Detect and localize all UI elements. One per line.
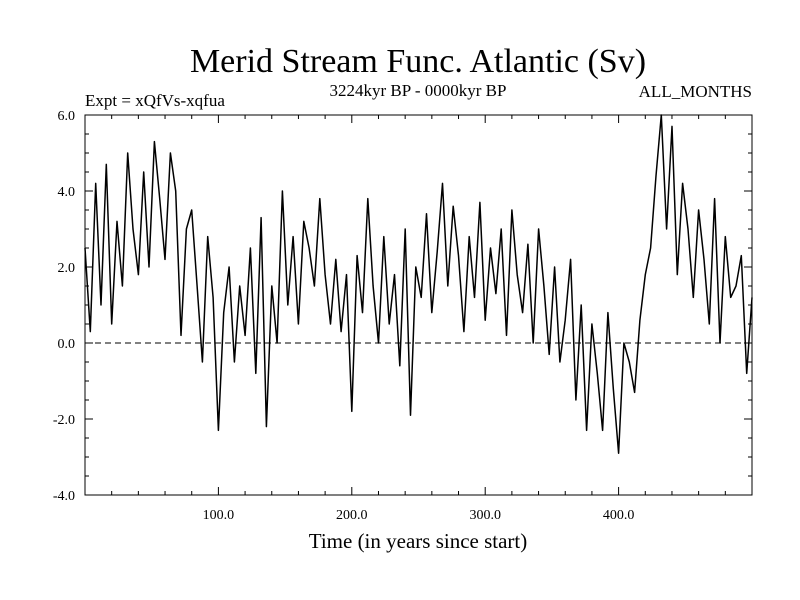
y-tick-label: 0.0 <box>58 337 76 352</box>
y-tick-label: -2.0 <box>53 413 75 428</box>
x-tick-label: 200.0 <box>336 508 368 523</box>
y-tick-label: 6.0 <box>58 109 76 124</box>
x-tick-label: 400.0 <box>603 508 635 523</box>
plot-frame <box>84 114 753 496</box>
y-tick-label: 2.0 <box>58 261 76 276</box>
x-tick-label: 100.0 <box>203 508 235 523</box>
y-tick-label: 4.0 <box>58 185 76 200</box>
series-line <box>84 114 753 454</box>
chart-title: Merid Stream Func. Atlantic (Sv) <box>190 43 646 80</box>
x-tick-label: 300.0 <box>469 508 501 523</box>
months-label: ALL_MONTHS <box>639 82 752 101</box>
y-tick-label: -4.0 <box>53 489 75 504</box>
x-axis-label: Time (in years since start) <box>309 529 528 553</box>
experiment-label: Expt = xQfVs-xqfua <box>85 91 225 110</box>
plot-area: -4.0 -2.0 0.0 2.0 4.0 6.0 100.0 200.0 300.0 400.0 <box>53 109 753 523</box>
time-range-label: 3224kyr BP - 0000kyr BP <box>330 81 507 100</box>
